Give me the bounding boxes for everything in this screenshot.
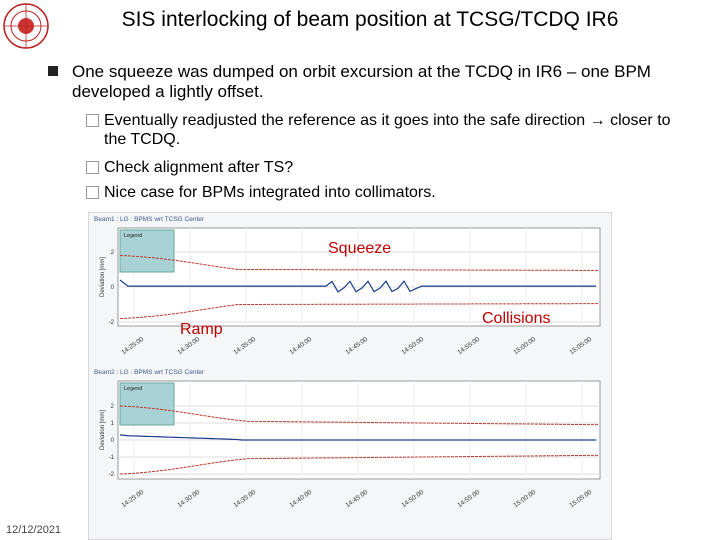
panel-title: Beam1 : LG : BPMS wrt TCSG Center	[94, 216, 205, 223]
trace-upper-limit	[119, 405, 599, 426]
y-tick-label: -1	[109, 455, 115, 461]
y-tick-label: 2	[111, 404, 115, 410]
legend-box	[119, 382, 175, 426]
y-tick-label: -2	[109, 472, 115, 478]
trace-lower-limit	[119, 454, 599, 475]
slide-title: SIS interlocking of beam position at TCS…	[121, 8, 619, 31]
trace-bpm	[119, 279, 596, 293]
footer-date: 12/12/2021	[6, 524, 62, 536]
figure-screenshot: Beam1 : LG : BPMS wrt TCSG Center 2 0 -2 Dev…	[88, 212, 612, 540]
sub-bullet-text: Eventually readjusted the reference as i…	[104, 112, 671, 148]
sub-bullet-marker	[86, 114, 99, 127]
annotation: Ramp	[180, 321, 223, 338]
trace-bpm	[119, 434, 596, 441]
sub-bullet-marker	[86, 186, 99, 199]
y-axis-label: Deviation [mm]	[100, 410, 106, 450]
plot-area	[117, 227, 601, 327]
bullet-marker	[48, 66, 58, 76]
sub-bullet-marker	[86, 161, 99, 174]
legend-title: Legend	[124, 233, 142, 239]
panel-title: Beam2 : LG : BPMS wrt TCSG Center	[94, 369, 205, 376]
legend-title: Legend	[124, 386, 142, 392]
logo	[3, 3, 49, 49]
y-tick-label: -2	[109, 320, 115, 326]
trace-lower-limit	[119, 303, 599, 319]
y-tick-label: 1	[111, 421, 115, 427]
y-axis-label: Deviation [mm]	[100, 257, 106, 297]
chart-panel: Beam1 : LG : BPMS wrt TCSG Center 2 0 -2 Dev…	[94, 216, 601, 356]
legend-box	[119, 229, 175, 273]
y-tick-label: 0	[111, 285, 115, 291]
bullet-text: One squeeze was dumped on orbit excursio…	[72, 62, 651, 101]
sub-bullet-text: Nice case for BPMs integrated into colli…	[104, 184, 436, 201]
plot-area	[117, 380, 601, 480]
trace-upper-limit	[119, 255, 599, 271]
chart-panel: Beam2 : LG : BPMS wrt TCSG Center 2 1 0 -1 -2…	[94, 369, 601, 509]
y-tick-label: 0	[111, 438, 115, 444]
y-tick-label: 2	[111, 250, 115, 256]
annotation: Squeeze	[328, 240, 392, 257]
annotation: Collisions	[482, 310, 551, 327]
sub-bullet-text: Check alignment after TS?	[104, 159, 294, 176]
